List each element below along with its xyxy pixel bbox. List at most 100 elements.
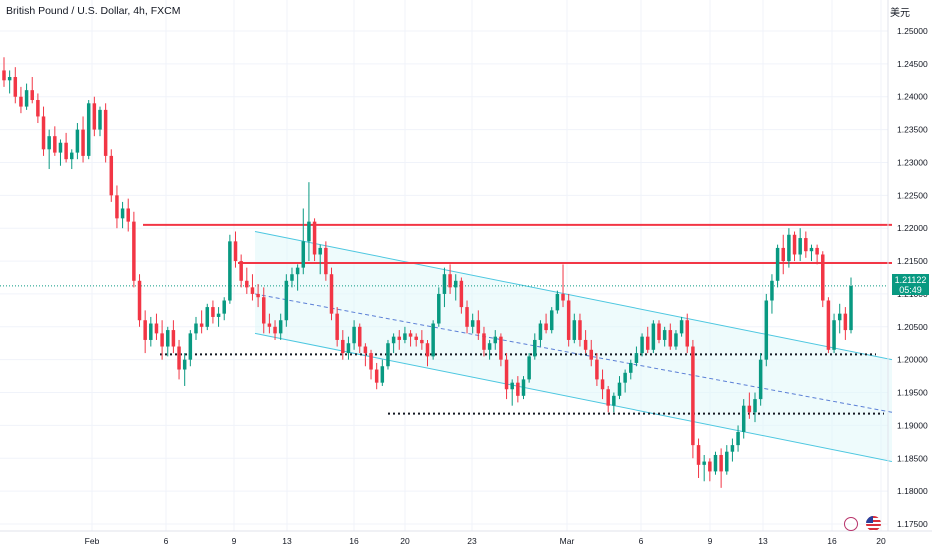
candle-body — [53, 136, 57, 153]
candle-body — [425, 343, 430, 357]
candle-body — [702, 461, 706, 465]
x-tick-label: 20 — [400, 536, 410, 546]
candle-body — [516, 382, 520, 396]
candle-body — [736, 431, 740, 446]
candle-body — [617, 382, 622, 396]
candle-body — [504, 359, 509, 390]
candle-body — [640, 336, 644, 354]
x-tick-label: 9 — [232, 536, 237, 546]
x-tick-label: Mar — [560, 536, 575, 546]
y-tick-label: 1.19500 — [897, 388, 928, 398]
candle-body — [668, 330, 673, 347]
candle-body — [47, 136, 51, 150]
candle-body — [657, 323, 661, 340]
candle-body — [662, 330, 667, 340]
candle-body — [589, 349, 594, 360]
currency-label: 美元 — [890, 8, 910, 19]
candle-body — [798, 238, 802, 255]
candle-body — [166, 330, 170, 347]
candle-body — [578, 320, 582, 340]
candle-body — [708, 461, 712, 472]
y-tick-label: 1.24500 — [897, 59, 928, 69]
candle-body — [380, 366, 385, 383]
candle-body — [493, 336, 498, 344]
candle-body — [261, 297, 266, 324]
candle-body — [188, 333, 193, 360]
chart-title: British Pound / U.S. Dollar, 4h, FXCM — [6, 5, 181, 17]
candle-body — [171, 330, 176, 347]
candle-body — [442, 274, 447, 294]
bar-countdown: 05:49 — [899, 285, 922, 295]
candle-body — [205, 307, 210, 327]
x-tick-label: 6 — [164, 536, 169, 546]
candle-body — [30, 90, 34, 101]
candle-body — [408, 333, 413, 337]
candle-body — [284, 280, 289, 321]
candle-body — [764, 300, 769, 360]
candle-body — [465, 307, 469, 327]
candle-body — [24, 90, 29, 107]
candle-body — [583, 339, 588, 350]
candle-body — [645, 336, 650, 350]
y-tick-label: 1.22000 — [897, 223, 928, 233]
candle-body — [758, 359, 763, 400]
current-price-tag: 1.21122 05:49 — [892, 274, 929, 295]
candle-body — [222, 300, 226, 314]
candle-body — [634, 353, 639, 363]
y-tick-label: 1.24000 — [897, 92, 928, 102]
candle-body — [781, 247, 785, 262]
candle-body — [92, 103, 97, 130]
candle-body — [538, 323, 543, 340]
candle-body — [64, 142, 68, 160]
candle-body — [499, 336, 503, 360]
candle-body — [307, 221, 311, 242]
candle-body — [391, 336, 396, 344]
candle-body — [843, 313, 848, 331]
candle-body — [160, 333, 164, 347]
channel-upper-line — [254, 230, 893, 361]
candle-body — [228, 241, 232, 301]
candle-body — [132, 221, 136, 281]
candle-body — [137, 280, 142, 321]
y-tick-label: 1.20000 — [897, 355, 928, 365]
y-tick-label: 1.18500 — [897, 453, 928, 463]
y-tick-label: 1.18000 — [897, 486, 928, 496]
y-tick-label: 1.23000 — [897, 157, 928, 167]
candle-body — [459, 280, 464, 308]
lightning-icon[interactable] — [844, 517, 858, 531]
y-tick-label: 1.19000 — [897, 420, 928, 430]
candle-body — [533, 339, 537, 357]
candle-body — [821, 254, 825, 301]
candle-body — [86, 103, 91, 156]
candle-body — [245, 280, 249, 288]
candle-body — [335, 313, 339, 340]
candle-body — [730, 445, 735, 452]
us-flag-icon[interactable] — [866, 516, 881, 531]
candle-body — [81, 129, 85, 156]
candle-body — [278, 320, 283, 334]
channel-mid-line — [254, 293, 893, 413]
candle-body — [448, 274, 452, 288]
candle-body — [753, 399, 757, 413]
candle-body — [629, 362, 633, 373]
channel-fill — [255, 231, 892, 462]
candle-body — [561, 293, 565, 301]
y-tick-label: 1.25000 — [897, 26, 928, 36]
candle-body — [804, 238, 808, 252]
candle-body — [2, 70, 6, 81]
y-tick-label: 1.23500 — [897, 125, 928, 135]
candle-body — [544, 323, 548, 331]
x-tick-label: 13 — [282, 536, 292, 546]
candle-body — [324, 247, 328, 275]
candle-body — [792, 234, 797, 255]
candle-body — [555, 293, 560, 311]
candle-body — [312, 221, 317, 255]
candle-body — [98, 109, 102, 130]
candle-body — [329, 274, 334, 314]
current-price-value: 1.21122 — [894, 275, 927, 285]
candle-body — [713, 454, 718, 472]
candle-body — [103, 109, 108, 156]
candle-body — [482, 333, 486, 350]
x-tick-label: 9 — [708, 536, 713, 546]
